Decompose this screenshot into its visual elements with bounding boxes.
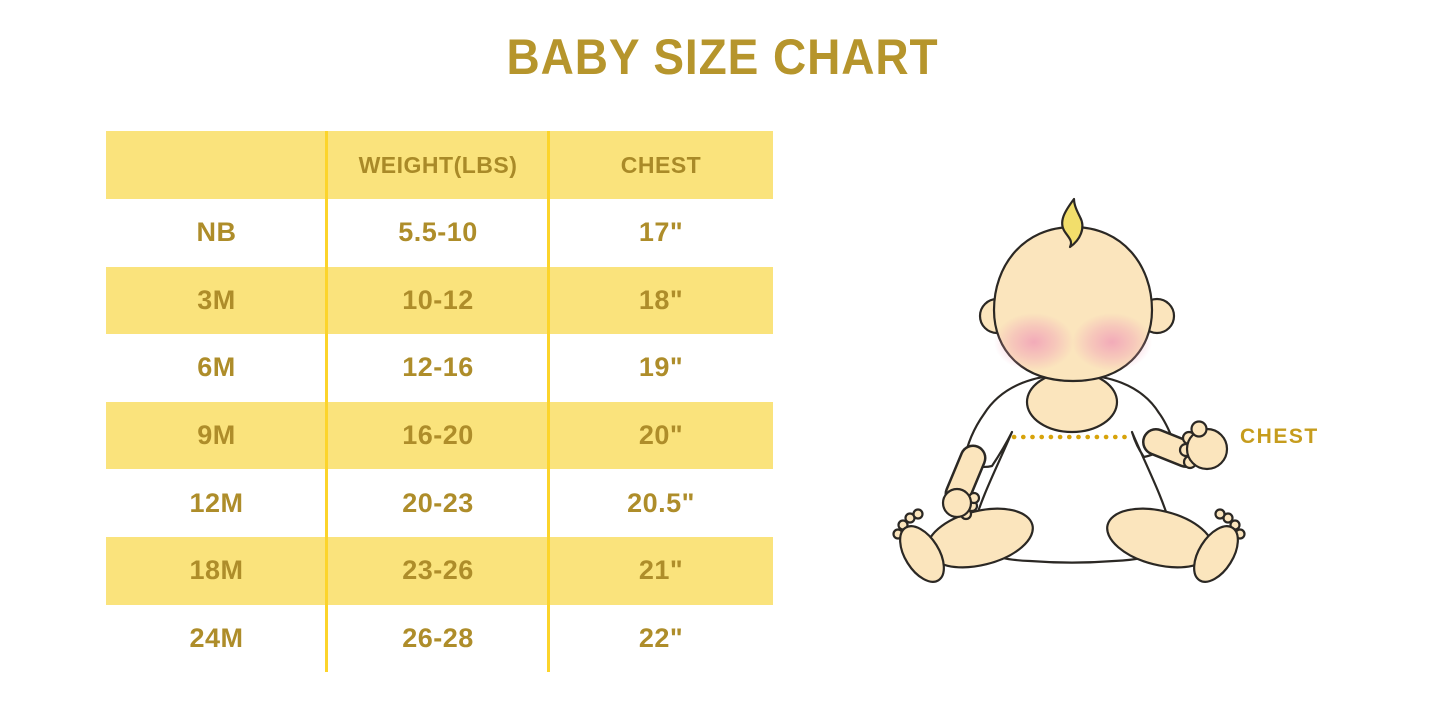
table-row-18m: 18M 23-26 21" bbox=[106, 536, 773, 605]
table-column-divider bbox=[547, 131, 550, 672]
baby-hair-tuft bbox=[1061, 197, 1084, 249]
table-column-divider bbox=[325, 131, 328, 672]
table-row-9m: 9M 16-20 20" bbox=[106, 401, 773, 470]
chest-cell: 20.5" bbox=[627, 487, 695, 518]
size-cell: 24M bbox=[189, 622, 244, 653]
header-cell-chest: CHEST bbox=[620, 151, 702, 178]
header-cell-weight: WEIGHT(LBS) bbox=[358, 151, 518, 178]
table-row-24m: 24M 26-28 22" bbox=[106, 605, 773, 673]
table-row-12m: 12M 20-23 20.5" bbox=[106, 469, 773, 537]
weight-cell: 12-16 bbox=[402, 352, 474, 383]
size-cell: 6M bbox=[197, 352, 236, 383]
weight-cell: 10-12 bbox=[402, 284, 474, 315]
weight-cell: 26-28 bbox=[402, 622, 474, 653]
size-cell: 18M bbox=[189, 555, 244, 586]
table-row-nb: NB 5.5-10 17" bbox=[106, 199, 773, 267]
weight-cell: 16-20 bbox=[402, 420, 474, 451]
weight-cell: 20-23 bbox=[402, 487, 474, 518]
chest-cell: 20" bbox=[638, 420, 684, 451]
weight-cell: 5.5-10 bbox=[398, 217, 478, 248]
baby-illustration bbox=[892, 197, 1246, 583]
table-row-3m: 3M 10-12 18" bbox=[106, 266, 773, 335]
weight-cell: 23-26 bbox=[402, 555, 474, 586]
chest-cell: 17" bbox=[638, 217, 684, 248]
size-cell: 12M bbox=[189, 487, 244, 518]
baby-cheeks bbox=[994, 313, 1152, 371]
table-row-6m: 6M 12-16 19" bbox=[106, 334, 773, 402]
chest-cell: 22" bbox=[638, 622, 684, 653]
size-cell: 9M bbox=[197, 420, 236, 451]
chest-label: CHEST bbox=[1240, 425, 1319, 448]
size-cell: 3M bbox=[197, 284, 236, 315]
chest-cell: 19" bbox=[638, 352, 684, 383]
chest-cell: 18" bbox=[638, 284, 684, 315]
size-cell: NB bbox=[196, 217, 237, 248]
size-table: WEIGHT(LBS) CHEST NB 5.5-10 17" 3M 10-12… bbox=[106, 131, 773, 672]
page-title: BABY SIZE CHART bbox=[506, 29, 939, 85]
baby-left-arm bbox=[941, 444, 987, 521]
baby-right-arm bbox=[1142, 420, 1229, 471]
chest-cell: 21" bbox=[638, 555, 684, 586]
table-header-row: WEIGHT(LBS) CHEST bbox=[106, 131, 773, 199]
